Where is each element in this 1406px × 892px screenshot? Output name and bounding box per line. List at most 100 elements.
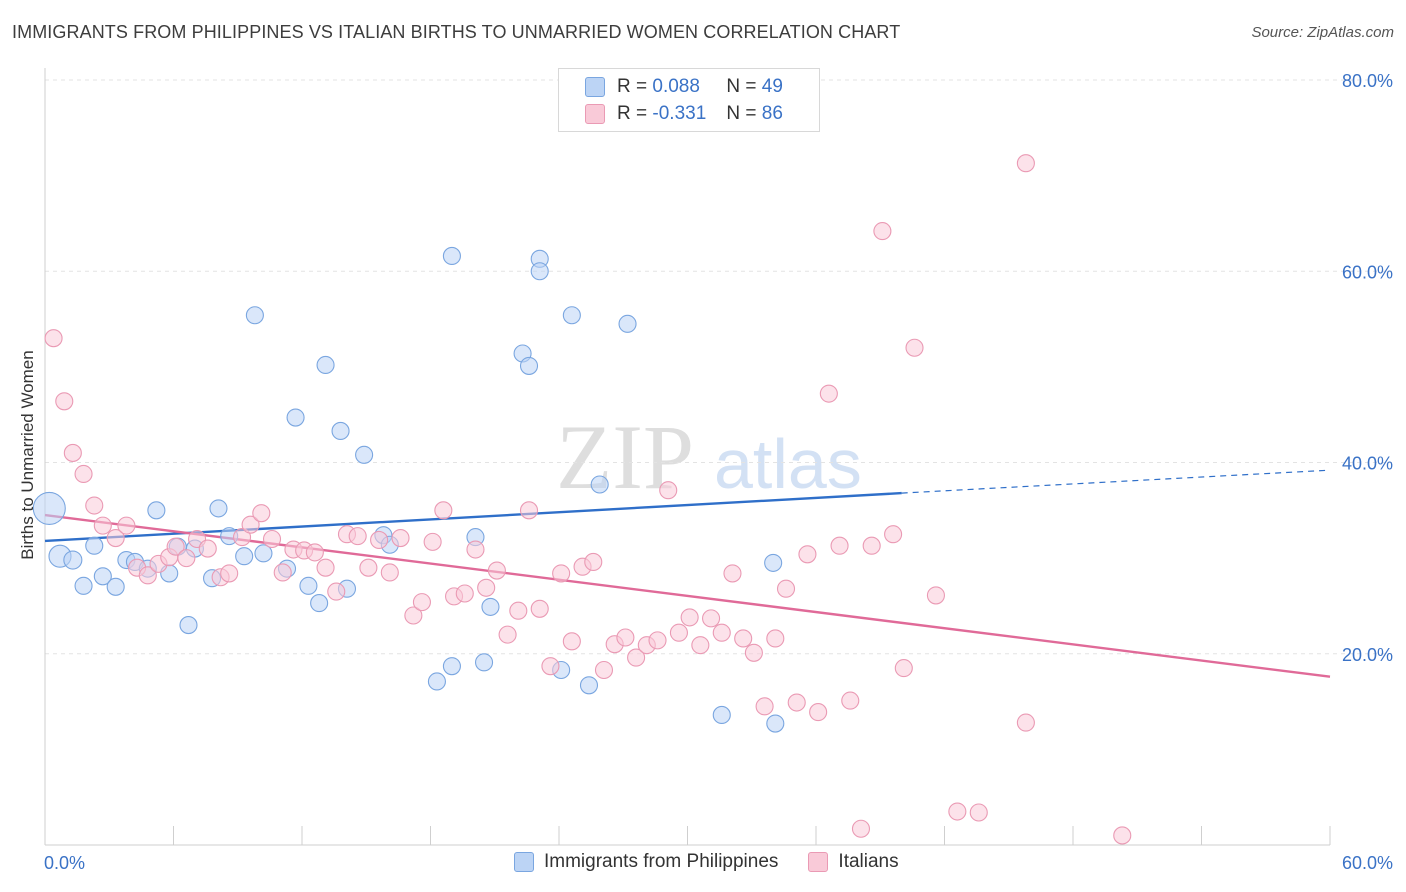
point-italians xyxy=(44,329,63,348)
point-italians xyxy=(370,530,389,550)
point-philippines xyxy=(316,355,335,375)
trend-line-italians xyxy=(44,513,1331,678)
point-italians xyxy=(391,528,410,548)
series-legend: Immigrants from Philippines Italians xyxy=(514,851,929,873)
trend-lines xyxy=(44,469,1331,678)
point-italians xyxy=(138,566,157,585)
point-italians xyxy=(74,464,93,484)
point-italians xyxy=(851,819,871,838)
point-italians xyxy=(55,392,74,411)
y-tick-label: 80.0% xyxy=(1342,71,1393,91)
point-italians xyxy=(776,579,796,598)
point-italians xyxy=(680,608,699,627)
point-italians xyxy=(809,703,828,722)
point-italians xyxy=(305,543,324,562)
point-philippines xyxy=(530,262,549,281)
gridlines xyxy=(45,79,1392,655)
point-italians xyxy=(466,540,485,559)
y-axis-label: Births to Unmarried Women xyxy=(18,350,37,560)
point-italians xyxy=(584,552,603,572)
n-key: N = xyxy=(726,76,757,97)
point-philippines xyxy=(442,657,461,676)
trend-extension-philippines xyxy=(901,469,1331,494)
point-italians xyxy=(787,693,806,712)
x-tick-label: 0.0% xyxy=(44,853,85,873)
point-italians xyxy=(905,338,924,357)
watermark-atlas: atlas xyxy=(714,425,862,503)
point-italians xyxy=(241,515,260,534)
point-italians xyxy=(712,623,731,642)
y-tick-label: 60.0% xyxy=(1342,262,1393,282)
point-italians xyxy=(509,601,528,620)
point-italians xyxy=(348,527,367,546)
legend-label: Immigrants from Philippines xyxy=(544,851,779,872)
point-philippines xyxy=(764,553,783,572)
point-italians xyxy=(1113,826,1132,845)
stats-row-philippines: R = 0.088 N = 49 xyxy=(585,75,783,99)
point-italians xyxy=(744,643,763,662)
blue-swatch xyxy=(585,77,605,97)
n-value: 86 xyxy=(761,103,783,124)
point-philippines xyxy=(579,676,599,695)
point-philippines xyxy=(766,714,785,733)
point-italians xyxy=(530,599,549,618)
point-philippines xyxy=(481,597,500,616)
point-italians xyxy=(894,659,913,678)
point-italians xyxy=(734,629,753,648)
point-italians xyxy=(562,632,581,651)
r-key: R = xyxy=(617,103,648,124)
point-italians xyxy=(63,443,82,462)
point-philippines xyxy=(442,246,461,265)
point-italians xyxy=(862,536,881,555)
point-italians xyxy=(616,628,635,647)
blue-swatch xyxy=(514,852,534,872)
point-italians xyxy=(1016,154,1035,173)
legend-item-philippines: Immigrants from Philippines xyxy=(514,851,778,873)
point-italians xyxy=(316,558,335,577)
point-italians xyxy=(755,697,774,716)
y-tick-label: 20.0% xyxy=(1342,645,1393,665)
point-italians xyxy=(830,536,849,555)
pink-swatch xyxy=(585,104,605,124)
point-philippines xyxy=(474,653,494,672)
point-italians xyxy=(487,561,506,580)
point-italians xyxy=(841,691,860,710)
legend-item-italians: Italians xyxy=(808,851,899,873)
point-philippines xyxy=(209,499,228,518)
point-philippines xyxy=(712,705,731,725)
point-philippines xyxy=(254,544,273,563)
point-philippines xyxy=(106,577,125,596)
point-italians xyxy=(1016,713,1035,732)
point-italians xyxy=(434,501,453,520)
pink-swatch xyxy=(808,852,829,872)
point-italians xyxy=(477,578,496,597)
r-value: -0.331 xyxy=(652,103,707,124)
point-italians xyxy=(262,529,282,549)
point-italians xyxy=(404,606,423,625)
point-italians xyxy=(819,384,838,403)
tick-labels: 20.0% 40.0% 60.0% 80.0% 0.0% 60.0% xyxy=(44,71,1393,873)
data-points xyxy=(32,154,1132,845)
point-philippines xyxy=(147,501,166,520)
point-italians xyxy=(232,528,252,547)
n-value: 49 xyxy=(761,76,783,97)
point-philippines xyxy=(427,672,446,691)
point-philippines xyxy=(245,306,264,325)
point-philippines xyxy=(618,314,637,333)
r-value: 0.088 xyxy=(652,76,700,97)
point-philippines xyxy=(85,536,104,555)
y-tick-label: 40.0% xyxy=(1342,454,1393,474)
point-italians xyxy=(85,496,104,515)
n-key: N = xyxy=(726,103,757,124)
point-italians xyxy=(93,516,112,535)
point-italians xyxy=(723,564,742,583)
point-philippines xyxy=(235,547,254,566)
point-italians xyxy=(541,657,560,676)
point-italians xyxy=(106,528,125,548)
point-italians xyxy=(969,803,988,822)
legend-label: Italians xyxy=(838,851,899,872)
point-italians xyxy=(873,222,892,241)
point-italians xyxy=(198,539,217,558)
point-italians xyxy=(594,660,614,680)
point-italians xyxy=(327,582,346,601)
